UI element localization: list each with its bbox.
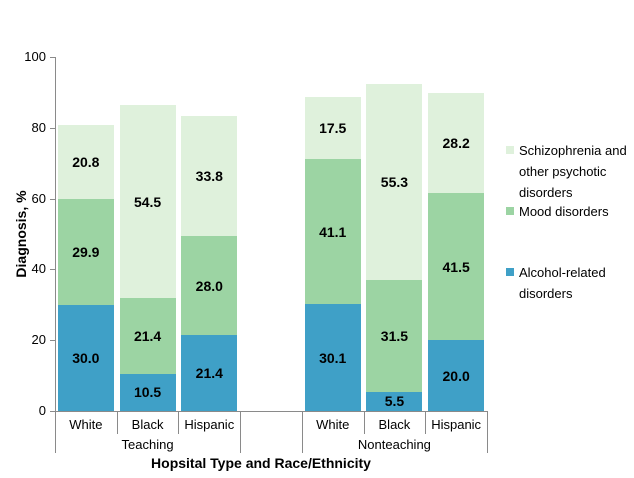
bar-value-label: 54.5 (133, 193, 162, 210)
bar-segment: 28.2 (428, 93, 485, 194)
x-group-label: Teaching (121, 437, 174, 452)
x-category-label: Hispanic (431, 417, 482, 432)
legend-item: Alcohol-related disorders (506, 262, 606, 304)
bar-value-label: 21.4 (195, 365, 223, 382)
x-axis-separator (301, 411, 303, 453)
x-axis-line (55, 411, 487, 412)
bar-value-label: 30.1 (319, 349, 347, 366)
bar-segment: 41.5 (428, 193, 485, 341)
x-axis-separator (240, 411, 242, 453)
bar-value-label: 10.5 (133, 384, 162, 401)
legend-label: Mood disorders (519, 204, 609, 219)
bar-segment: 17.5 (304, 97, 361, 159)
bar-value-label: 5.5 (384, 393, 405, 410)
x-category-label: White (316, 417, 350, 432)
bar-value-label: 41.1 (319, 223, 347, 240)
y-tick-mark (50, 411, 55, 412)
x-axis-separator (116, 411, 118, 434)
bar-value-label: 21.4 (133, 327, 162, 344)
y-tick-mark (50, 127, 55, 129)
x-category-label: White (69, 417, 103, 432)
legend-swatch (506, 207, 514, 215)
bar-value-label: 28.2 (442, 135, 470, 152)
bar-segment: 20.0 (428, 340, 485, 411)
x-axis-separator (425, 411, 427, 434)
legend-label: Schizophrenia and other psychotic disord… (519, 143, 627, 200)
legend-item: Mood disorders (506, 201, 609, 222)
x-category-label: Black (378, 417, 411, 432)
x-axis-separator (178, 411, 180, 434)
y-tick-mark (50, 198, 55, 200)
y-tick-mark (50, 269, 55, 271)
bar-segment: 55.3 (366, 84, 423, 280)
bar-segment: 28.0 (181, 236, 238, 336)
x-axis-title: Hopsital Type and Race/Ethnicity (151, 455, 371, 471)
bar-segment: 5.5 (366, 391, 423, 411)
y-tick-label: 80 (31, 119, 46, 135)
x-axis-separator (363, 411, 365, 434)
bar-value-label: 55.3 (380, 174, 409, 191)
bar-value-label: 31.5 (380, 327, 409, 344)
x-category-label: Black (131, 417, 164, 432)
bar-segment: 30.1 (304, 304, 361, 411)
y-tick-label: 60 (31, 190, 46, 206)
bar-value-label: 41.5 (442, 258, 470, 275)
y-axis-line (55, 57, 56, 411)
bar-segment: 21.4 (181, 335, 238, 411)
x-axis-separator (55, 411, 56, 453)
bar-segment: 20.8 (57, 125, 114, 199)
x-group-label: Nonteaching (357, 437, 431, 452)
bar-value-label: 28.0 (195, 277, 223, 294)
bar-segment: 31.5 (366, 280, 423, 392)
y-tick-label: 0 (38, 403, 46, 418)
bar-value-label: 33.8 (195, 168, 223, 185)
y-tick-label: 20 (31, 332, 46, 348)
y-tick-label: 100 (24, 49, 46, 64)
bar-value-label: 29.9 (72, 243, 100, 260)
legend-item: Schizophrenia and other psychotic disord… (506, 140, 627, 203)
bar-segment: 41.1 (304, 158, 361, 305)
bar-segment: 21.4 (119, 298, 176, 374)
bar-value-label: 17.5 (319, 119, 347, 136)
bar-segment: 33.8 (181, 116, 238, 237)
legend-swatch (506, 146, 514, 154)
y-tick-label: 40 (31, 261, 46, 277)
bar-segment: 29.9 (57, 198, 114, 305)
x-category-label: Hispanic (184, 417, 235, 432)
legend-swatch (506, 268, 514, 276)
bar-value-label: 20.8 (72, 154, 100, 171)
legend-label: Alcohol-related disorders (519, 265, 606, 301)
bar-segment: 30.0 (57, 304, 114, 411)
bar-segment: 54.5 (119, 105, 176, 299)
bar-segment: 10.5 (119, 373, 176, 411)
y-tick-mark (50, 57, 55, 58)
x-axis-separator (486, 411, 488, 453)
bar-value-label: 20.0 (442, 367, 470, 384)
bar-value-label: 30.0 (72, 349, 100, 366)
y-tick-mark (50, 340, 55, 342)
